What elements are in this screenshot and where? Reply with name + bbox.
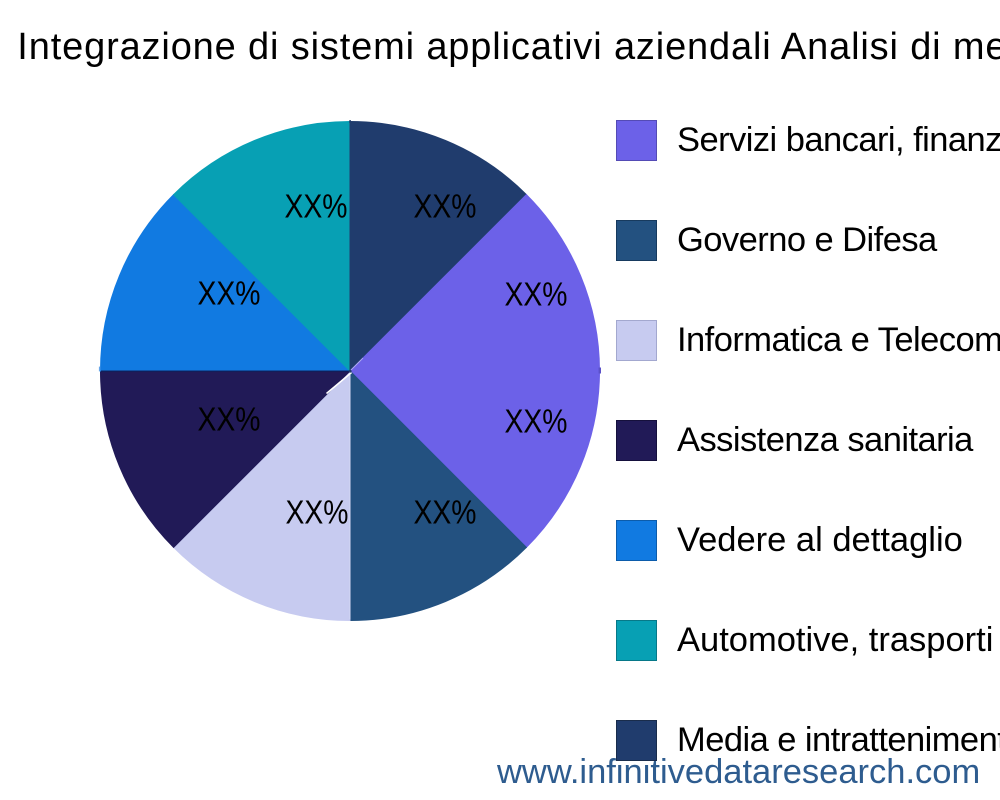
svg-text:XX%: XX% <box>505 403 568 440</box>
svg-text:XX%: XX% <box>414 189 477 226</box>
svg-text:XX%: XX% <box>285 189 348 226</box>
svg-text:XX%: XX% <box>505 276 568 313</box>
svg-text:XX%: XX% <box>198 402 261 439</box>
svg-text:XX%: XX% <box>198 276 261 313</box>
svg-text:XX%: XX% <box>286 495 349 532</box>
svg-text:XX%: XX% <box>414 495 477 532</box>
